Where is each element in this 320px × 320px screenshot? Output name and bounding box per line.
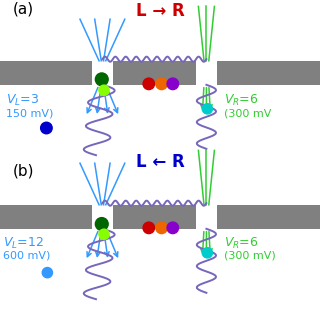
Text: (300 mV): (300 mV) (224, 251, 276, 261)
Circle shape (202, 248, 212, 258)
Text: $V_L$=3: $V_L$=3 (6, 93, 40, 108)
Circle shape (95, 218, 108, 230)
Circle shape (95, 73, 108, 86)
Circle shape (156, 222, 167, 234)
Circle shape (167, 78, 179, 90)
Text: $V_R$=6: $V_R$=6 (224, 236, 259, 251)
Text: (b): (b) (13, 163, 34, 178)
Circle shape (202, 104, 212, 114)
Circle shape (99, 85, 109, 95)
Text: (a): (a) (13, 2, 34, 17)
Text: L → R: L → R (136, 2, 184, 20)
Circle shape (143, 78, 155, 90)
Text: L ← R: L ← R (136, 153, 184, 171)
Circle shape (42, 268, 52, 278)
Bar (113, 61, 196, 85)
Bar (0, 61, 92, 85)
Text: $V_L$=12: $V_L$=12 (3, 236, 44, 251)
Text: $V_R$=6: $V_R$=6 (224, 93, 259, 108)
Circle shape (143, 222, 155, 234)
Circle shape (99, 229, 109, 239)
Text: (300 mV: (300 mV (224, 108, 271, 119)
Text: 150 mV): 150 mV) (6, 108, 54, 119)
Circle shape (167, 222, 179, 234)
Bar (0, 205, 92, 229)
Circle shape (156, 78, 167, 90)
Bar (217, 61, 320, 85)
Bar (113, 205, 196, 229)
Circle shape (41, 122, 52, 134)
Text: 600 mV): 600 mV) (3, 251, 51, 261)
Bar (217, 205, 320, 229)
